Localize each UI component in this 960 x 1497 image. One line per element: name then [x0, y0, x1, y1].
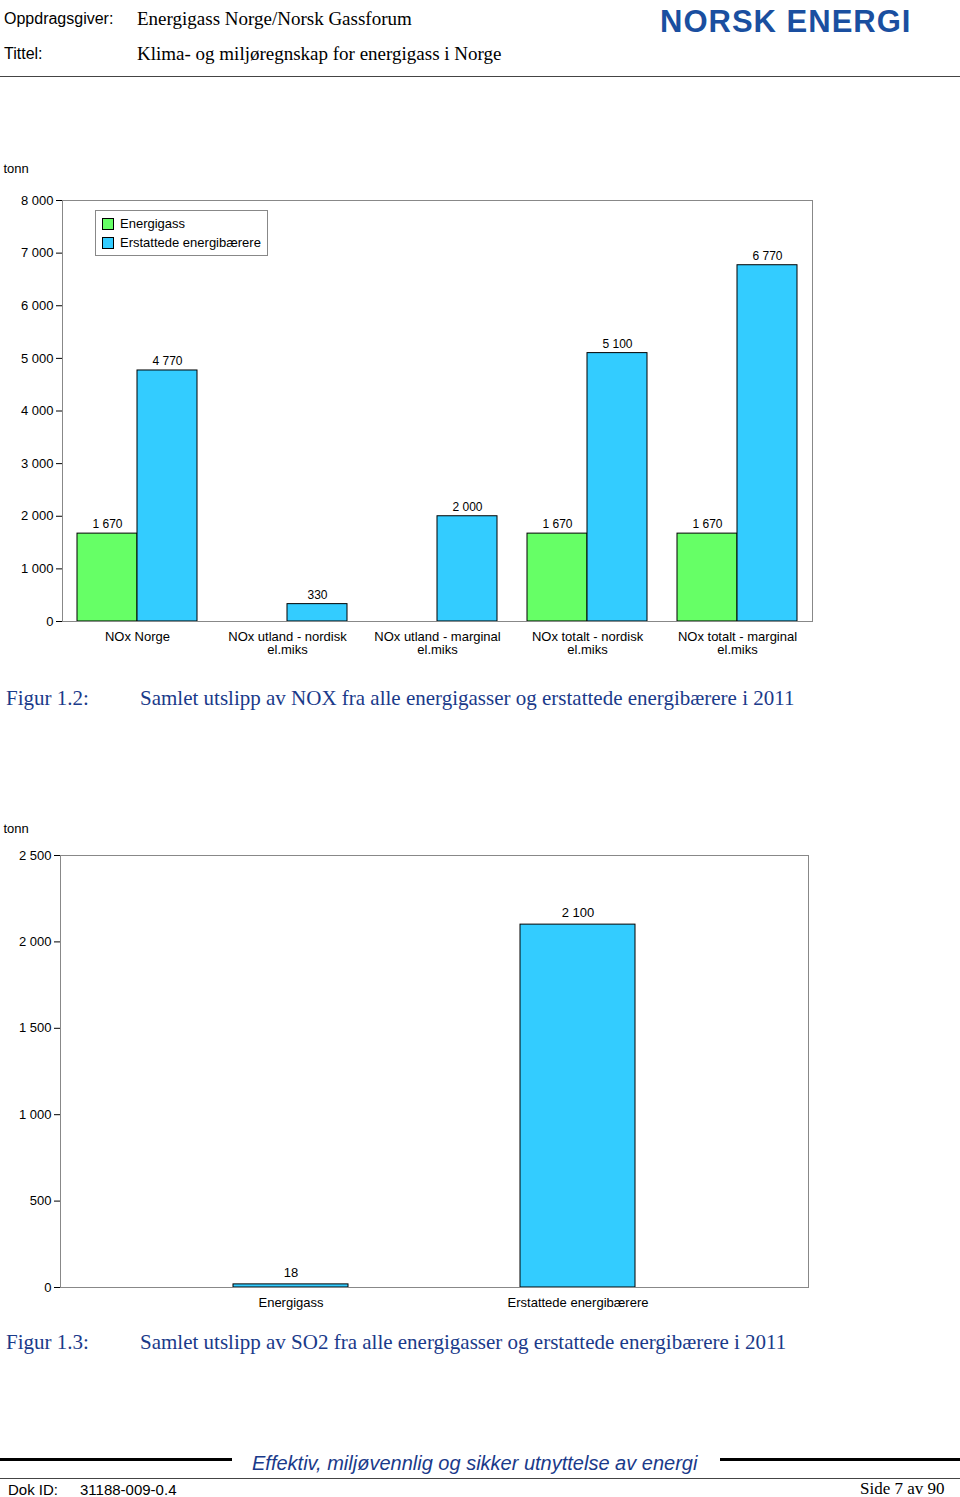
- svg-text:NOx totalt - marginalel.miks: NOx totalt - marginalel.miks: [678, 629, 797, 657]
- svg-text:NOx utland - marginalel.miks: NOx utland - marginalel.miks: [374, 629, 501, 657]
- svg-text:18: 18: [284, 1265, 298, 1280]
- svg-text:NOx utland - nordiskel.miks: NOx utland - nordiskel.miks: [228, 629, 347, 657]
- html-text:Side 7 av 90: Side 7 av 90: [860, 1479, 945, 1497]
- html-text:Erstattede energibærere: Erstattede energibærere: [120, 235, 261, 250]
- svg-text:330: 330: [307, 588, 327, 602]
- html-text:Samlet utslipp av NOX fra alle: Samlet utslipp av NOX fra alle energigas…: [140, 686, 795, 710]
- svg-text:tonn: tonn: [4, 161, 29, 176]
- svg-text:1 500: 1 500: [19, 1020, 52, 1035]
- svg-text:1 670: 1 670: [92, 517, 122, 531]
- svg-text:NOx totalt - nordiskel.miks: NOx totalt - nordiskel.miks: [532, 629, 644, 657]
- html-text:Figur 1.2:: Figur 1.2:: [6, 686, 89, 710]
- html-text:Klima- og miljøregnskap for en: Klima- og miljøregnskap for energigass i…: [137, 43, 502, 64]
- svg-text:1 670: 1 670: [692, 517, 722, 531]
- svg-text:Erstattede energibærere: Erstattede energibærere: [508, 1295, 649, 1310]
- html-text:Figur 1.3:: Figur 1.3:: [6, 1330, 89, 1354]
- svg-text:2 000: 2 000: [21, 508, 54, 523]
- svg-text:3 000: 3 000: [21, 456, 54, 471]
- svg-text:2 000: 2 000: [452, 500, 482, 514]
- svg-text:1 000: 1 000: [21, 561, 54, 576]
- svg-text:7 000: 7 000: [21, 245, 54, 260]
- html-text:Effektiv, miljøvennlig og sikk: Effektiv, miljøvennlig og sikker utnytte…: [252, 1452, 698, 1474]
- svg-text:Energigass: Energigass: [258, 1295, 324, 1310]
- svg-text:6 770: 6 770: [752, 249, 782, 263]
- html-text:Energigass Norge/Norsk Gassfor: Energigass Norge/Norsk Gassforum: [137, 8, 412, 29]
- html-text:Dok ID:: Dok ID:: [8, 1481, 58, 1497]
- html-text:Tittel:: Tittel:: [4, 45, 43, 62]
- svg-text:5 100: 5 100: [602, 337, 632, 351]
- svg-text:4 000: 4 000: [21, 403, 54, 418]
- html-text:NORSK ENERGI: NORSK ENERGI: [660, 4, 912, 39]
- svg-text:tonn: tonn: [4, 821, 29, 836]
- svg-text:500: 500: [30, 1193, 52, 1208]
- html-text:Samlet utslipp av SO2 fra alle: Samlet utslipp av SO2 fra alle energigas…: [140, 1330, 787, 1354]
- svg-text:2 000: 2 000: [19, 934, 52, 949]
- svg-text:1 670: 1 670: [542, 517, 572, 531]
- svg-text:6 000: 6 000: [21, 298, 54, 313]
- svg-text:1 000: 1 000: [19, 1107, 52, 1122]
- svg-text:2 100: 2 100: [562, 905, 595, 920]
- svg-text:0: 0: [46, 614, 53, 629]
- svg-text:0: 0: [44, 1280, 51, 1295]
- html-text:Energigass: Energigass: [120, 216, 185, 231]
- svg-text:8 000: 8 000: [21, 193, 54, 208]
- svg-text:2 500: 2 500: [19, 848, 52, 863]
- html-text:31188-009-0.4: 31188-009-0.4: [80, 1481, 177, 1497]
- html-text:Oppdragsgiver:: Oppdragsgiver:: [4, 10, 114, 27]
- svg-text:5 000: 5 000: [21, 351, 54, 366]
- svg-text:4 770: 4 770: [152, 354, 182, 368]
- svg-text:NOx Norge: NOx Norge: [105, 629, 170, 644]
